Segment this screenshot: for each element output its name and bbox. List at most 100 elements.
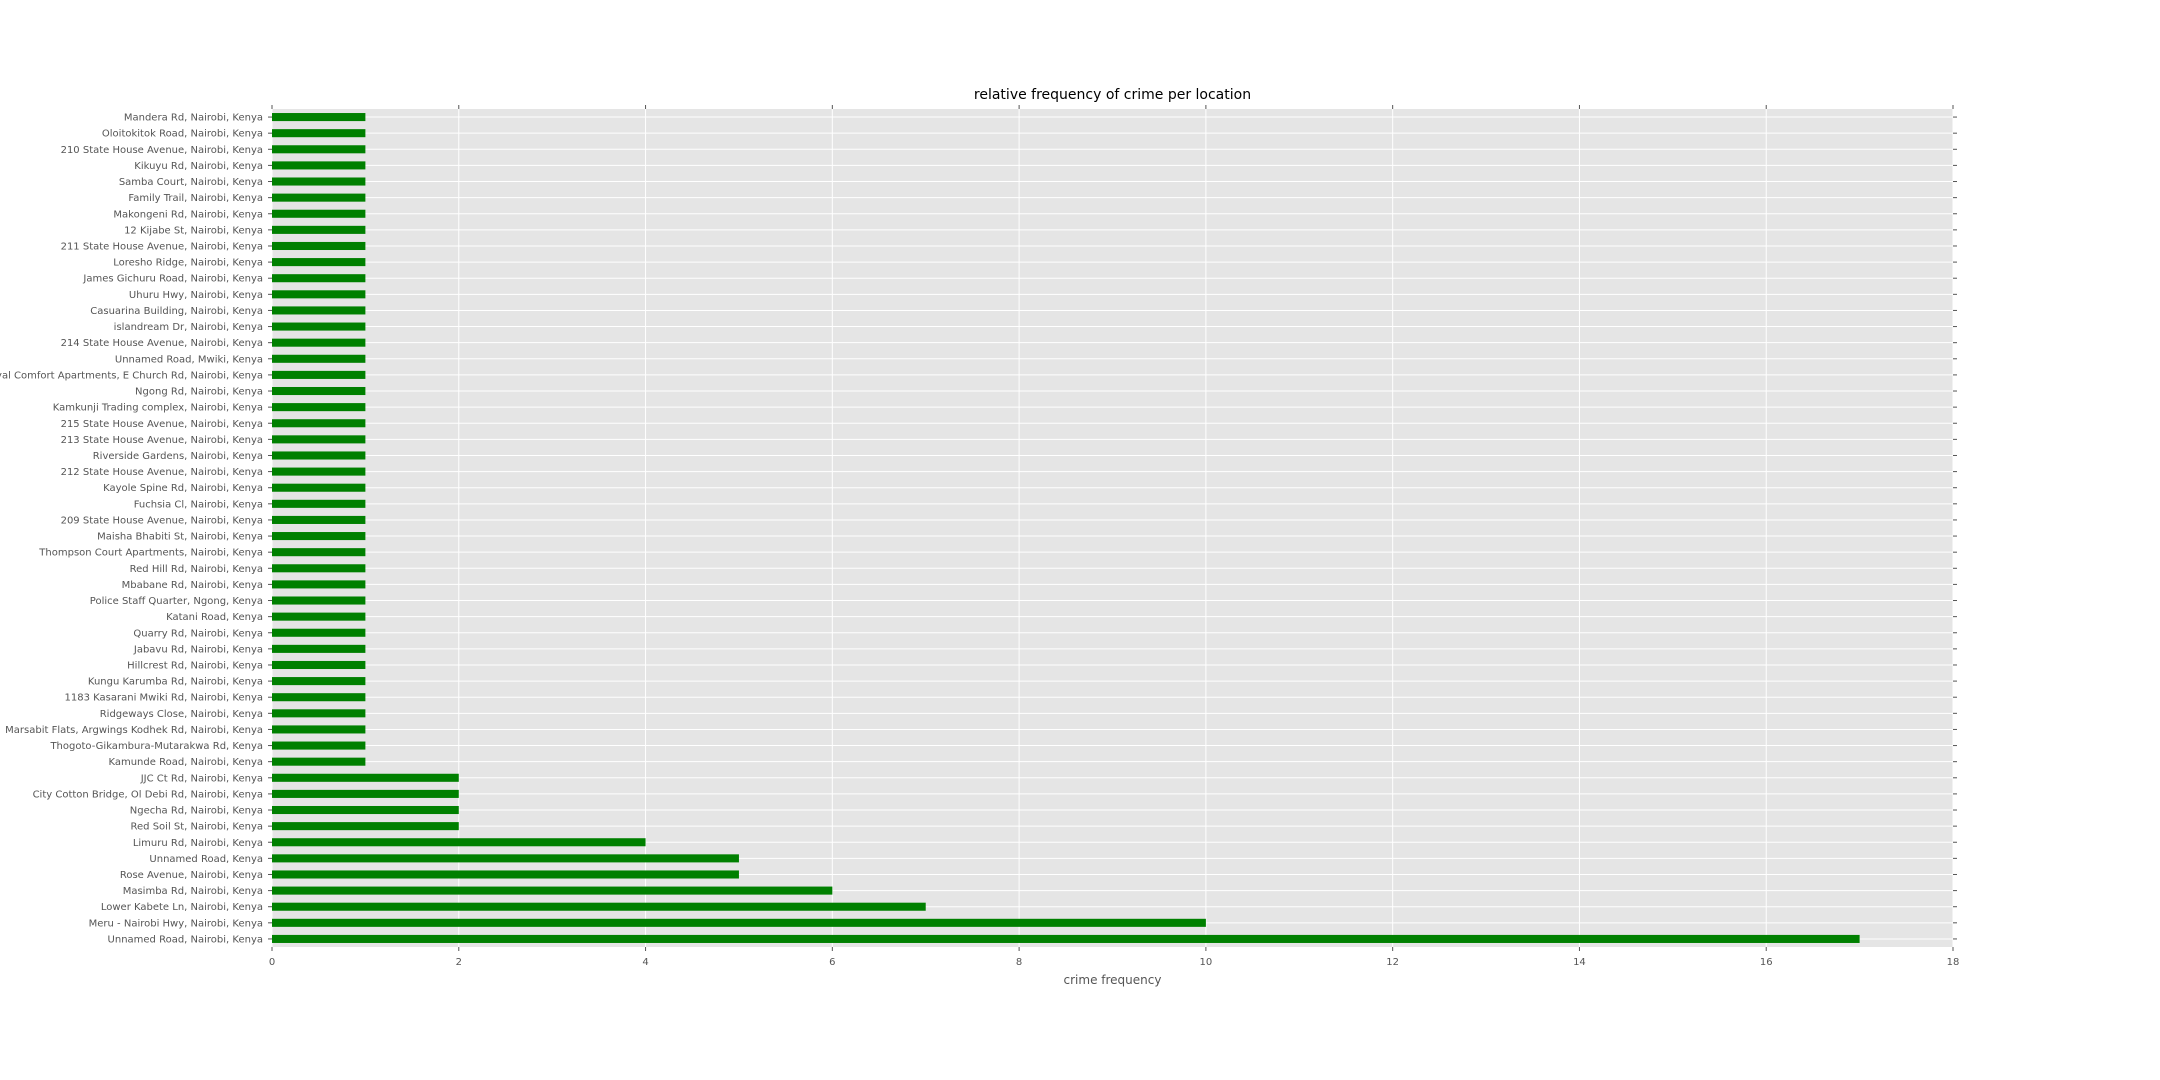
y-tick-label: Kikuyu Rd, Nairobi, Kenya bbox=[134, 161, 263, 172]
bar bbox=[272, 773, 459, 782]
bar bbox=[272, 838, 646, 847]
bar bbox=[272, 306, 366, 315]
x-tick-label: 4 bbox=[642, 957, 648, 968]
x-axis-ticks: 0 2 4 6 8 10 12 14 16 18 bbox=[269, 105, 1959, 968]
y-axis-ticks: Mandera Rd, Nairobi, Kenya Oloitokitok Ro… bbox=[0, 113, 1957, 945]
bar bbox=[272, 564, 366, 573]
y-tick-label: Katani Road, Kenya bbox=[166, 612, 263, 623]
y-tick-label: Oloitokitok Road, Nairobi, Kenya bbox=[102, 129, 263, 140]
bar bbox=[272, 757, 366, 766]
bar bbox=[272, 113, 366, 122]
y-tick-label: Riverside Gardens, Nairobi, Kenya bbox=[93, 451, 263, 462]
y-tick-label: 1183 Kasarani Mwiki Rd, Nairobi, Kenya bbox=[65, 693, 263, 704]
y-tick-label: Police Staff Quarter, Ngong, Kenya bbox=[90, 596, 263, 607]
bar bbox=[272, 596, 366, 605]
bar bbox=[272, 225, 366, 234]
y-tick-label: 212 State House Avenue, Nairobi, Kenya bbox=[61, 467, 263, 478]
bar bbox=[272, 403, 366, 412]
y-tick-label: Limuru Rd, Nairobi, Kenya bbox=[133, 838, 263, 849]
bar bbox=[272, 451, 366, 460]
bar bbox=[272, 548, 366, 557]
plot-background bbox=[272, 109, 1953, 947]
y-tick-label: Meru - Nairobi Hwy, Nairobi, Kenya bbox=[89, 918, 263, 929]
y-tick-label: Family Trail, Nairobi, Kenya bbox=[128, 193, 263, 204]
y-tick-label: Samba Court, Nairobi, Kenya bbox=[119, 177, 263, 188]
bar bbox=[272, 693, 366, 702]
bar bbox=[272, 241, 366, 251]
y-tick-label: 214 State House Avenue, Nairobi, Kenya bbox=[61, 338, 263, 349]
y-tick-label: Lower Kabete Ln, Nairobi, Kenya bbox=[101, 902, 263, 913]
bar bbox=[272, 902, 926, 911]
y-tick-label: Jabavu Rd, Nairobi, Kenya bbox=[133, 644, 263, 655]
y-tick-label: City Cotton Bridge, Ol Debi Rd, Nairobi,… bbox=[33, 789, 263, 800]
y-tick-label: Kamunde Road, Nairobi, Kenya bbox=[108, 757, 263, 768]
y-tick-label: Kungu Karumba Rd, Nairobi, Kenya bbox=[88, 677, 263, 688]
y-tick-label: Ngong Rd, Nairobi, Kenya bbox=[135, 387, 263, 398]
bar bbox=[272, 129, 366, 138]
y-tick-label: Ridgeways Close, Nairobi, Kenya bbox=[100, 709, 263, 720]
bar bbox=[272, 612, 366, 621]
x-tick-label: 6 bbox=[829, 957, 835, 968]
bar bbox=[272, 628, 366, 637]
x-tick-label: 16 bbox=[1760, 957, 1773, 968]
y-tick-label: Quarry Rd, Nairobi, Kenya bbox=[133, 628, 263, 639]
bar bbox=[272, 161, 366, 170]
y-tick-label: JJC Ct Rd, Nairobi, Kenya bbox=[140, 773, 263, 784]
bar bbox=[272, 419, 366, 428]
y-tick-label: Red Soil St, Nairobi, Kenya bbox=[131, 822, 263, 833]
bar bbox=[272, 886, 833, 895]
bar bbox=[272, 483, 366, 492]
bar bbox=[272, 435, 366, 444]
y-tick-label: Rose Avenue, Nairobi, Kenya bbox=[120, 870, 263, 881]
bar bbox=[272, 209, 366, 218]
y-tick-label: Thogoto-Gikambura-Mutarakwa Rd, Kenya bbox=[49, 741, 263, 752]
bar bbox=[272, 789, 459, 798]
y-tick-label: 211 State House Avenue, Nairobi, Kenya bbox=[61, 241, 263, 252]
bar bbox=[272, 822, 459, 831]
y-tick-label: Unnamed Road, Mwiki, Kenya bbox=[115, 354, 263, 365]
y-tick-label: Maisha Bhabiti St, Nairobi, Kenya bbox=[97, 532, 263, 543]
bar bbox=[272, 274, 366, 283]
y-tick-label: 213 State House Avenue, Nairobi, Kenya bbox=[61, 435, 263, 446]
y-tick-label: Uhuru Hwy, Nairobi, Kenya bbox=[129, 290, 263, 301]
y-tick-label: Unnamed Road, Nairobi, Kenya bbox=[108, 934, 263, 945]
y-tick-label: Mbabane Rd, Nairobi, Kenya bbox=[122, 580, 263, 591]
bar bbox=[272, 918, 1206, 927]
bar bbox=[272, 338, 366, 347]
x-tick-label: 12 bbox=[1386, 957, 1399, 968]
x-tick-label: 10 bbox=[1200, 957, 1213, 968]
y-tick-label: Makongeni Rd, Nairobi, Kenya bbox=[113, 209, 263, 220]
bar bbox=[272, 741, 366, 750]
bar bbox=[272, 354, 366, 363]
y-tick-label: 12 Kijabe St, Nairobi, Kenya bbox=[124, 225, 263, 236]
y-tick-label: Hillcrest Rd, Nairobi, Kenya bbox=[127, 660, 263, 671]
bar bbox=[272, 370, 366, 379]
y-tick-label: Kayole Spine Rd, Nairobi, Kenya bbox=[103, 483, 263, 494]
bar bbox=[272, 386, 366, 396]
bar bbox=[272, 145, 366, 154]
chart-title: relative frequency of crime per location bbox=[974, 87, 1251, 103]
y-tick-label: islandream Dr, Nairobi, Kenya bbox=[114, 322, 263, 333]
bar bbox=[272, 322, 366, 331]
bar bbox=[272, 677, 366, 686]
y-tick-label: 209 State House Avenue, Nairobi, Kenya bbox=[61, 515, 263, 526]
y-tick-label: Marsabit Flats, Argwings Kodhek Rd, Nair… bbox=[5, 725, 263, 736]
y-tick-label: Unnamed Road, Kenya bbox=[149, 854, 263, 865]
y-tick-label: Red Hill Rd, Nairobi, Kenya bbox=[130, 564, 263, 575]
x-tick-label: 0 bbox=[269, 957, 275, 968]
y-tick-label: Loresho Ridge, Nairobi, Kenya bbox=[113, 258, 263, 269]
y-tick-label: Casuarina Building, Nairobi, Kenya bbox=[90, 306, 263, 317]
x-tick-label: 14 bbox=[1573, 957, 1586, 968]
bar bbox=[272, 934, 1860, 943]
x-tick-label: 8 bbox=[1016, 957, 1022, 968]
bar bbox=[272, 193, 366, 202]
y-tick-label: Mandera Rd, Nairobi, Kenya bbox=[124, 113, 263, 124]
bar bbox=[272, 580, 366, 589]
y-tick-label: 210 State House Avenue, Nairobi, Kenya bbox=[61, 145, 263, 156]
bar bbox=[272, 467, 366, 476]
y-tick-label: Masimba Rd, Nairobi, Kenya bbox=[123, 886, 263, 897]
bar bbox=[272, 515, 366, 524]
bar bbox=[272, 177, 366, 186]
x-tick-label: 2 bbox=[456, 957, 462, 968]
